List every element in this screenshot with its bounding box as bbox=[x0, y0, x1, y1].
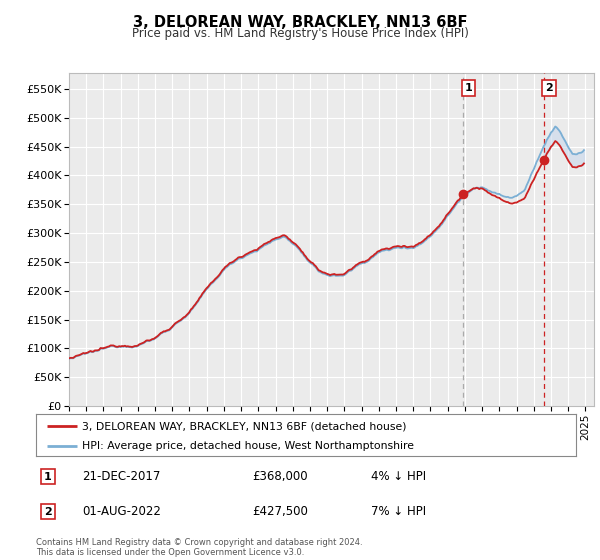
Text: 21-DEC-2017: 21-DEC-2017 bbox=[82, 470, 160, 483]
Text: 3, DELOREAN WAY, BRACKLEY, NN13 6BF: 3, DELOREAN WAY, BRACKLEY, NN13 6BF bbox=[133, 15, 467, 30]
Text: 2: 2 bbox=[44, 507, 52, 517]
Text: Price paid vs. HM Land Registry's House Price Index (HPI): Price paid vs. HM Land Registry's House … bbox=[131, 27, 469, 40]
Text: 7% ↓ HPI: 7% ↓ HPI bbox=[371, 505, 426, 518]
Text: £427,500: £427,500 bbox=[252, 505, 308, 518]
Text: 1: 1 bbox=[44, 472, 52, 482]
Text: £368,000: £368,000 bbox=[252, 470, 308, 483]
Text: HPI: Average price, detached house, West Northamptonshire: HPI: Average price, detached house, West… bbox=[82, 441, 414, 451]
Text: Contains HM Land Registry data © Crown copyright and database right 2024.
This d: Contains HM Land Registry data © Crown c… bbox=[36, 538, 362, 557]
Text: 01-AUG-2022: 01-AUG-2022 bbox=[82, 505, 161, 518]
Text: 2: 2 bbox=[545, 83, 553, 93]
Text: 3, DELOREAN WAY, BRACKLEY, NN13 6BF (detached house): 3, DELOREAN WAY, BRACKLEY, NN13 6BF (det… bbox=[82, 421, 406, 431]
Text: 1: 1 bbox=[465, 83, 473, 93]
Text: 4% ↓ HPI: 4% ↓ HPI bbox=[371, 470, 426, 483]
